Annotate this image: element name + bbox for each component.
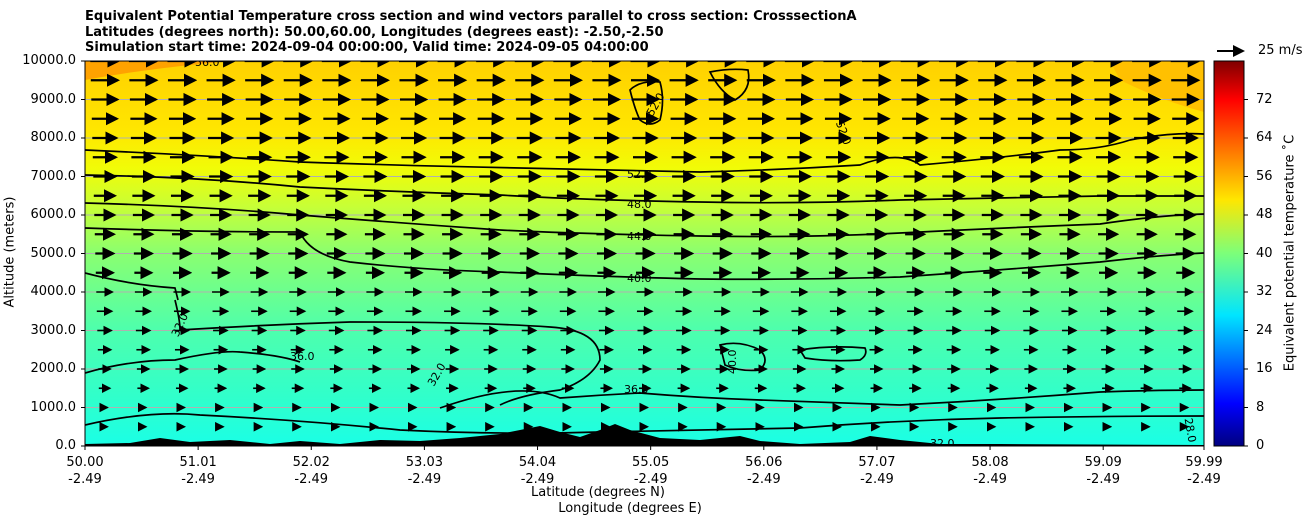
- y-axis-label: Altitude (meters): [2, 196, 18, 308]
- x-tick-label: 58.08 -2.49: [971, 455, 1009, 487]
- y-tick-label: 7000.0: [30, 168, 77, 184]
- contour-40-pocket-2: [798, 346, 867, 362]
- contour-label: 56.0: [195, 56, 220, 69]
- contour-36-low: [85, 350, 301, 374]
- x-tick-label: 57.07 -2.49: [858, 455, 896, 487]
- y-tick-label: 8000.0: [30, 130, 77, 145]
- y-tick-label: 6000.0: [30, 207, 77, 222]
- contour-36-mid: [85, 272, 179, 301]
- title-line-1: Equivalent Potential Temperature cross s…: [85, 9, 857, 24]
- contour-label: 32.0: [930, 437, 955, 450]
- colorbar: [1213, 60, 1245, 447]
- y-tick-label: 4000.0: [30, 284, 77, 299]
- y-tick-label: 1000.0: [30, 399, 77, 415]
- x-tick-label: 52.02 -2.49: [292, 455, 330, 487]
- contour-40-pocket: [718, 342, 766, 372]
- colorbar-tick-label: 16: [1256, 361, 1273, 376]
- colorbar-tick-label: 48: [1256, 207, 1273, 222]
- contour-label: 52.0: [627, 168, 652, 181]
- colorbar-tick-label: 64: [1256, 130, 1273, 145]
- y-tick-label: 9000.0: [30, 91, 77, 107]
- y-tick-label: 5000.0: [30, 245, 77, 261]
- title-line-3: Simulation start time: 2024-09-04 00:00:…: [85, 40, 649, 55]
- x-tick-label: 56.06 -2.49: [745, 455, 783, 487]
- x-tick-label: 53.03 -2.49: [405, 455, 443, 487]
- x-tick-label: 54.04 -2.49: [518, 455, 557, 487]
- contour-label: 40.0: [627, 272, 652, 285]
- colorbar-tick-label: 24: [1256, 322, 1273, 338]
- x-tick-label: 55.05 -2.49: [632, 455, 670, 487]
- title-line-2: Latitudes (degrees north): 50.00,60.00, …: [85, 24, 664, 40]
- colorbar-tick-label: 56: [1256, 168, 1273, 184]
- contour-label: 48.0: [627, 198, 652, 211]
- colorbar-label: Equivalent potential temperature ˚C: [1282, 134, 1298, 372]
- chart-title: Equivalent Potential Temperature cross s…: [85, 9, 857, 56]
- y-tick-label: 10000.0: [22, 53, 76, 68]
- colorbar-tick-label: 8: [1256, 399, 1265, 415]
- y-tick-label: 0.0: [55, 438, 76, 453]
- x-tick-label: 59.99 -2.49: [1185, 455, 1223, 487]
- warm-patch: [85, 61, 230, 80]
- contour-36-bottom: [439, 389, 1204, 409]
- colorbar-tick-label: 0: [1256, 438, 1265, 453]
- x-axis-label-lat: Latitude (degrees N): [531, 485, 665, 500]
- colorbar-tick-label: 40: [1256, 245, 1273, 261]
- x-tick-label: 59.09 -2.49: [1084, 455, 1122, 487]
- contour-label: 36.0: [624, 383, 649, 396]
- y-tick-label: 3000.0: [30, 322, 77, 338]
- x-tick-label: 51.01 -2.49: [179, 455, 217, 487]
- x-tick-label: 50.00 -2.49: [66, 455, 104, 487]
- wind-key-label: 25 m/s: [1258, 43, 1303, 58]
- contour-label: 44.0: [627, 230, 652, 243]
- contour-label: 36.0: [290, 350, 315, 363]
- contour-52-pocket-2: [708, 68, 750, 101]
- x-axis-label-lon: Longitude (degrees E): [558, 501, 702, 516]
- colorbar-tick-label: 72: [1256, 91, 1273, 107]
- contour-label: 40.0: [726, 350, 739, 375]
- colorbar-tick-label: 32: [1256, 284, 1273, 299]
- y-tick-label: 2000.0: [30, 361, 77, 376]
- terrain: [85, 424, 1204, 446]
